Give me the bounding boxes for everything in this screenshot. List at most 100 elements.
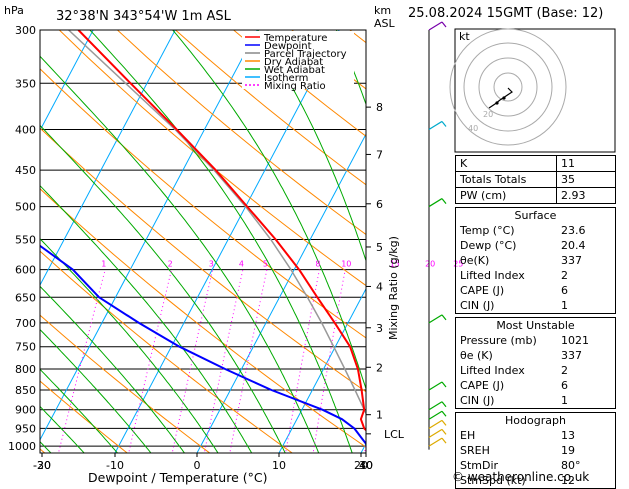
pressure-tick-label: 450 (15, 164, 36, 177)
wind-barb (429, 22, 442, 30)
row-value: 2 (561, 268, 611, 283)
datetime-title: 25.08.2024 15GMT (Base: 12) (408, 6, 603, 21)
km-tick-label: 6 (376, 198, 383, 211)
row-label: Lifted Index (460, 268, 525, 283)
mixing-ratio-line (56, 270, 105, 463)
wind-barb-feather (442, 438, 446, 443)
dewpoint-line (0, 30, 368, 446)
hodograph-ring-label: 20 (483, 110, 493, 119)
section-title: Most Unstable (456, 318, 615, 333)
wind-barb-feather (442, 121, 446, 126)
x-tick-label: 40 (359, 459, 373, 472)
row-value: 337 (561, 348, 611, 363)
wind-barb-feather (442, 22, 446, 27)
mixing-ratio-line (127, 270, 172, 463)
wet-adiabat (0, 0, 257, 463)
mixing-ratio-label: 10 (341, 260, 351, 269)
pressure-tick-label: 400 (15, 123, 36, 136)
row-value: 1 (561, 298, 611, 313)
hodograph-unit: kt (459, 30, 470, 43)
table-row: θe(K)337 (456, 253, 615, 268)
table-row: θe (K)337 (456, 348, 615, 363)
index-value: 11 (557, 156, 616, 172)
row-value: 2 (561, 363, 611, 378)
wind-barb-feather (442, 420, 446, 425)
pressure-tick-label: 700 (15, 317, 36, 330)
row-value: 1021 (561, 333, 611, 348)
lcl-label: LCL (384, 428, 405, 441)
row-label: Lifted Index (460, 363, 525, 378)
x-tick-label: 10 (272, 459, 286, 472)
pressure-tick-label: 1000 (8, 440, 36, 453)
km-tick-label: 2 (376, 361, 383, 374)
row-label: CAPE (J) (460, 378, 504, 393)
hodograph-point (502, 96, 505, 99)
wind-barb-feather (442, 382, 446, 387)
km-tick-label: 7 (376, 148, 383, 161)
section-title: Hodograph (456, 413, 615, 428)
row-label: Temp (°C) (460, 223, 515, 238)
wet-adiabat (0, 0, 93, 463)
row-value: 6 (561, 378, 611, 393)
legend-label: Mixing Ratio (264, 81, 326, 92)
wind-barb-feather (442, 315, 446, 320)
wind-barb-feather (442, 411, 446, 416)
pressure-tick-label: 300 (15, 24, 36, 37)
row-label: Pressure (mb) (460, 333, 537, 348)
x-tick-label: -20 (33, 459, 51, 472)
wind-barb-feather (442, 429, 446, 434)
index-name: PW (cm) (456, 188, 557, 204)
table-row: Pressure (mb) 1021 (456, 333, 615, 348)
pressure-tick-label: 500 (15, 201, 36, 214)
wind-barbs (429, 22, 446, 450)
mixing-ratio-axis-title: Mixing Ratio (g/kg) (387, 236, 400, 340)
row-value: 337 (561, 253, 611, 268)
mixing-ratio-label: 8 (315, 260, 320, 269)
table-row: CIN (J) 1 (456, 393, 615, 408)
km-tick-label: 8 (376, 101, 383, 114)
wind-barb-feather (442, 402, 446, 407)
mixing-ratio-label: 1 (101, 260, 106, 269)
hodograph: kt 20 40 (450, 29, 615, 152)
row-value: 13 (561, 428, 611, 443)
table-row: Lifted Index 2 (456, 268, 615, 283)
pressure-tick-label: 350 (15, 77, 36, 90)
asl-label: ASL (374, 17, 396, 30)
hodograph-point (495, 101, 498, 104)
hodograph-ring-label: 40 (468, 124, 478, 133)
table-row: Dewp (°C)20.4 (456, 238, 615, 253)
km-tick-label: 5 (376, 241, 383, 254)
row-value: 20.4 (561, 238, 611, 253)
wind-barb (429, 420, 442, 428)
row-label: CIN (J) (460, 393, 494, 408)
mixing-ratio-line (228, 270, 267, 463)
km-tick-label: 1 (376, 409, 383, 422)
parcel-trajectory-line (69, 30, 395, 446)
row-label: SREH (460, 443, 490, 458)
mixing-ratio-line (401, 270, 429, 463)
wind-barb (429, 402, 442, 410)
row-label: CIN (J) (460, 298, 494, 313)
pressure-tick-label: 750 (15, 341, 36, 354)
pressure-axis: 3003504004505005506006507007508008509009… (8, 24, 36, 453)
section-title: Surface (456, 208, 615, 223)
wind-barb (429, 429, 442, 437)
copyright-text: © weatheronline.co.uk (452, 470, 589, 484)
table-row: Lifted Index 2 (456, 363, 615, 378)
profile-lines (0, 30, 394, 446)
wind-barb (429, 315, 442, 323)
location-title: 32°38'N 343°54'W 1m ASL (56, 9, 232, 24)
row-value: 6 (561, 283, 611, 298)
pressure-tick-label: 900 (15, 404, 36, 417)
table-row: CAPE (J) 6 (456, 378, 615, 393)
index-name: Totals Totals (456, 172, 557, 188)
mixing-ratio-label: 3 (209, 260, 214, 269)
pressure-tick-label: 850 (15, 384, 36, 397)
table-row: CIN (J) 1 (456, 298, 615, 313)
row-value: 23.6 (561, 223, 611, 238)
row-value: 1 (561, 393, 611, 408)
